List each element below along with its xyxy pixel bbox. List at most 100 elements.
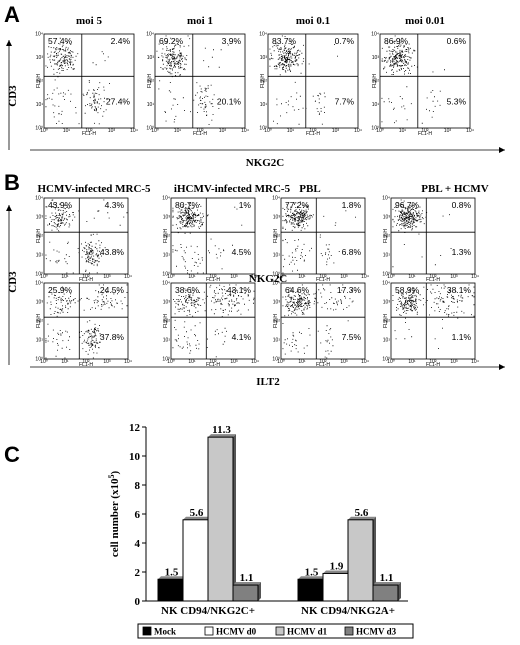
y-tick-label: 10³ (163, 215, 171, 221)
panel-b-column-title: iHCMV-infected MRC-5 (174, 183, 291, 195)
y-tick-label: 10² (36, 79, 44, 85)
plot-frame (379, 33, 471, 129)
y-tick-label: 10⁴ (272, 281, 280, 287)
legend-swatch (275, 626, 285, 636)
x-tick-label: 10⁰ (264, 128, 272, 134)
x-tick-label: 10² (429, 359, 437, 365)
y-tick-label: 10¹ (163, 338, 171, 344)
x-tick-label: 10³ (230, 359, 238, 365)
bar-side (398, 582, 401, 601)
y-tick-label: 10³ (260, 55, 268, 61)
x-tick-label: 10³ (219, 128, 227, 134)
bar-value-label: 11.3 (212, 424, 231, 436)
y-tick-label: 10⁴ (382, 196, 390, 202)
legend-entry: HCMV d3 (356, 627, 397, 637)
x-tick-label: 10⁰ (40, 128, 48, 134)
bar-side (233, 434, 236, 601)
bar-hcmv-d0 (182, 519, 209, 602)
quadrant-ul-percent: 43.9% (48, 200, 73, 210)
quadrant-lr-percent: 7.5% (342, 332, 362, 342)
x-channel-label: FL1-H (316, 277, 330, 283)
x-tick-label: 10¹ (408, 274, 416, 280)
legend-entry: HCMV d1 (287, 627, 328, 637)
panel-b-row2-x-title: ILT2 (256, 376, 280, 388)
y-tick-label: 10⁰ (35, 272, 43, 278)
y-tick-label: 10² (36, 234, 44, 240)
x-tick-label: 10⁰ (277, 359, 285, 365)
bar-hcmv-d1 (207, 436, 234, 602)
x-channel-label: FL1-H (206, 362, 220, 368)
x-tick-label: 10² (319, 359, 327, 365)
panel-a-x-axis-title: NKG2C (246, 157, 285, 169)
y-tick-label: 10⁰ (382, 357, 390, 363)
x-tick-label: 10³ (340, 274, 348, 280)
x-tick-label: 10¹ (287, 128, 295, 134)
x-tick-label: 10⁰ (387, 359, 395, 365)
category-label: NK CD94/NKG2C+ (161, 605, 255, 617)
bar-value-label: 1.1 (380, 572, 394, 584)
x-tick-label: 10⁰ (40, 274, 48, 280)
y-tick-label: 10¹ (383, 253, 391, 259)
quadrant-lr-percent: 20.1% (217, 97, 242, 107)
bar-value-label: 5.6 (355, 507, 369, 519)
x-tick-label: 10⁰ (167, 274, 175, 280)
x-tick-label: 10¹ (188, 359, 196, 365)
y-tick-label: 10² (372, 79, 380, 85)
panel-b-column-title: HCMV-infected MRC-5 (37, 183, 151, 195)
quadrant-ul-percent: 83.7% (272, 36, 297, 46)
bar-top (323, 570, 351, 574)
panel-c-label: C (4, 442, 20, 467)
bar-top (373, 582, 401, 586)
x-tick-label: 10³ (340, 359, 348, 365)
facs-events (45, 284, 128, 359)
x-tick-label: 10³ (230, 274, 238, 280)
y-tick-label: 10³ (273, 215, 281, 221)
x-tick-label: 10⁴ (124, 274, 132, 280)
facs-events (381, 35, 445, 124)
x-channel-label: FL1-H (193, 131, 207, 137)
plot-frame (154, 33, 246, 129)
y-tick-label: 10² (383, 319, 391, 325)
y-tick-label: 10³ (383, 215, 391, 221)
bar-top (158, 576, 186, 580)
y-tick-label: 10⁰ (35, 126, 43, 132)
quadrant-ur-percent: 4.3% (105, 200, 125, 210)
x-tick-label: 10² (82, 359, 90, 365)
bar-top (348, 516, 376, 520)
bar-value-label: 1.5 (305, 566, 319, 578)
y-tick-label: 10⁴ (162, 281, 170, 287)
x-tick-label: 10² (429, 274, 437, 280)
bar-top (183, 516, 211, 520)
y-channel-label: FL2-H (36, 74, 42, 88)
x-tick-label: 10⁴ (466, 128, 474, 134)
plot-frame (43, 282, 129, 360)
y-tick-label: 12 (129, 422, 141, 434)
x-tick-label: 10⁴ (124, 359, 132, 365)
x-tick-label: 10² (82, 274, 90, 280)
y-tick-label: 10⁴ (146, 32, 154, 38)
quadrant-ul-percent: 80.7% (175, 200, 200, 210)
y-tick-label: 10⁰ (146, 126, 154, 132)
panel-a-column-title: moi 0.1 (296, 15, 330, 27)
panel-b-label: B (4, 170, 20, 195)
y-channel-label: FL2-H (383, 229, 389, 243)
x-channel-label: FL1-H (316, 362, 330, 368)
y-tick-label: 10² (36, 319, 44, 325)
bar-top (298, 576, 326, 580)
x-tick-label: 10⁰ (277, 274, 285, 280)
x-channel-label: FL1-H (206, 277, 220, 283)
x-tick-label: 10³ (108, 128, 116, 134)
y-channel-label: FL2-H (383, 314, 389, 328)
quadrant-ul-percent: 64.6% (285, 285, 310, 295)
y-tick-label: 10⁴ (35, 196, 43, 202)
x-tick-label: 10¹ (298, 359, 306, 365)
bar-hcmv-d3 (372, 584, 399, 602)
x-tick-label: 10³ (450, 359, 458, 365)
quadrant-ul-percent: 57.4% (48, 36, 73, 46)
